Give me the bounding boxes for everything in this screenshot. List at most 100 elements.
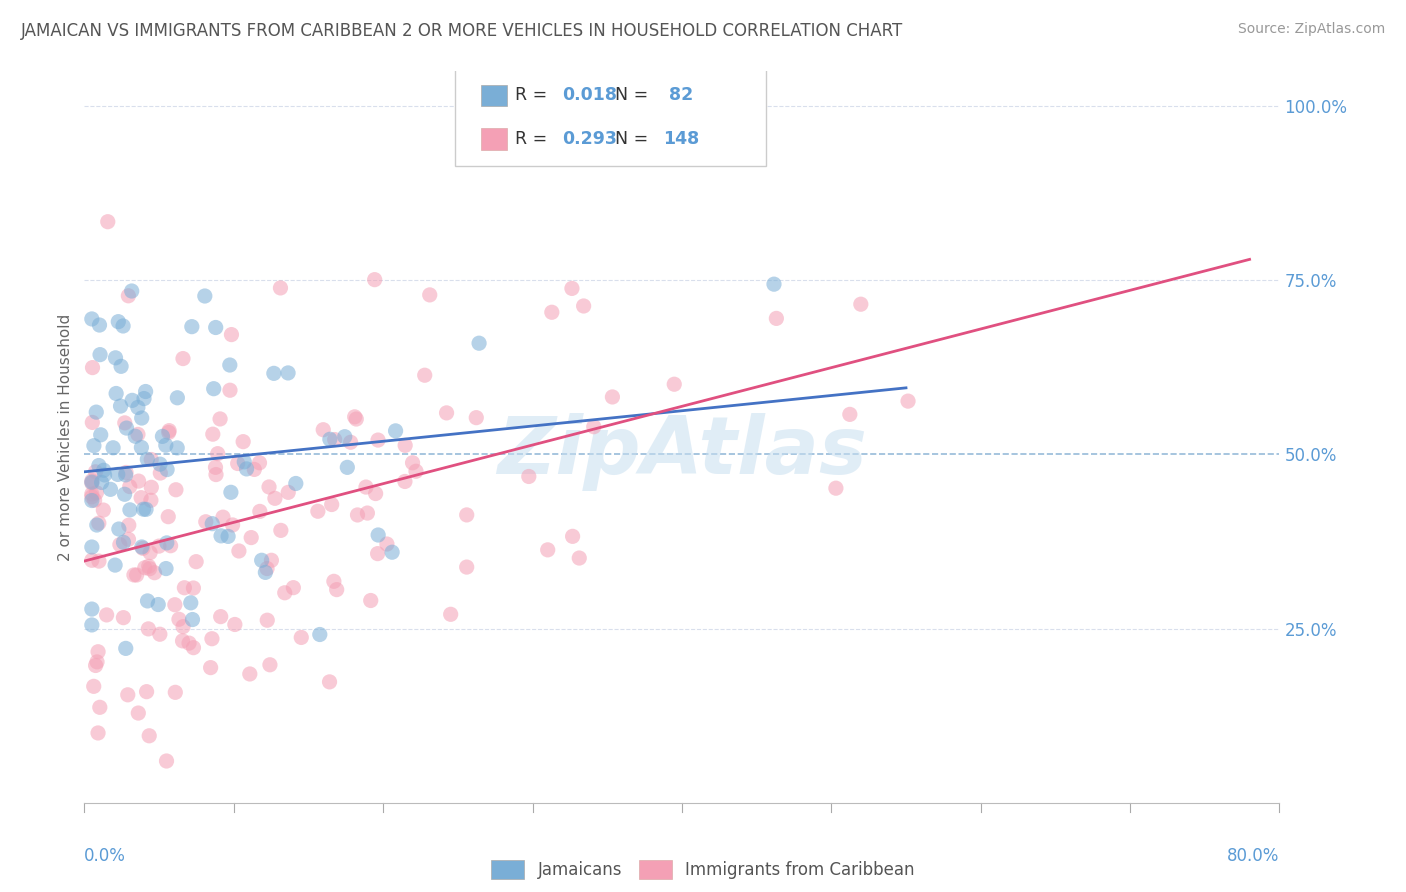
Point	[143, 566, 166, 580]
Point	[108, 522, 131, 536]
Point	[221, 327, 243, 342]
Point	[131, 441, 153, 455]
Point	[194, 515, 217, 529]
FancyBboxPatch shape	[481, 85, 508, 106]
Text: 80.0%: 80.0%	[1227, 847, 1279, 864]
Point	[165, 483, 187, 497]
Point	[131, 411, 153, 425]
Point	[762, 277, 785, 292]
Y-axis label: 2 or more Vehicles in Household: 2 or more Vehicles in Household	[58, 313, 73, 561]
Point	[354, 480, 377, 494]
Point	[138, 562, 160, 576]
Point	[284, 476, 307, 491]
Point	[118, 518, 141, 533]
Point	[105, 386, 128, 401]
Point	[344, 412, 367, 426]
Point	[465, 410, 488, 425]
Point	[149, 457, 172, 471]
Point	[83, 493, 105, 508]
Point	[139, 546, 162, 560]
Point	[124, 429, 146, 443]
Point	[84, 465, 107, 479]
Text: Source: ZipAtlas.com: Source: ZipAtlas.com	[1237, 22, 1385, 37]
Point	[141, 452, 163, 467]
Point	[131, 540, 153, 554]
Point	[218, 358, 240, 372]
Point	[157, 509, 180, 524]
Point	[80, 476, 103, 491]
Point	[114, 467, 136, 482]
Point	[100, 483, 122, 497]
Point	[132, 541, 155, 556]
Point	[219, 383, 242, 397]
Point	[80, 618, 103, 632]
Point	[456, 508, 478, 522]
Point	[114, 487, 136, 501]
Point	[115, 421, 138, 435]
Point	[212, 510, 235, 524]
Point	[118, 479, 141, 493]
Point	[121, 393, 143, 408]
Point	[274, 586, 297, 600]
Point	[540, 305, 562, 319]
Point	[283, 581, 305, 595]
Point	[90, 427, 112, 442]
Point	[157, 424, 180, 438]
Point	[249, 456, 271, 470]
Point	[110, 399, 132, 413]
Point	[117, 688, 139, 702]
Legend: Jamaicans, Immigrants from Caribbean: Jamaicans, Immigrants from Caribbean	[491, 860, 915, 880]
Point	[149, 627, 172, 641]
Point	[336, 460, 359, 475]
Point	[209, 412, 232, 426]
Point	[250, 553, 273, 567]
Point	[101, 441, 124, 455]
Point	[838, 408, 860, 422]
Point	[93, 463, 115, 477]
Point	[117, 533, 139, 547]
Point	[256, 561, 278, 575]
Point	[572, 299, 595, 313]
Text: N =: N =	[614, 129, 654, 148]
Point	[89, 348, 111, 362]
Point	[166, 441, 188, 455]
Point	[180, 596, 202, 610]
Point	[343, 409, 366, 424]
Point	[166, 391, 188, 405]
Point	[537, 542, 560, 557]
Point	[80, 540, 103, 554]
Point	[136, 452, 159, 467]
Point	[264, 491, 287, 506]
Point	[148, 539, 170, 553]
Point	[80, 487, 103, 501]
Point	[156, 462, 179, 476]
Point	[87, 516, 110, 530]
Point	[177, 636, 200, 650]
Point	[224, 617, 246, 632]
Point	[107, 467, 129, 482]
Point	[135, 684, 157, 698]
Point	[367, 528, 389, 542]
Point	[172, 633, 194, 648]
Point	[122, 568, 145, 582]
Point	[127, 427, 149, 442]
Point	[259, 657, 281, 672]
Point	[394, 475, 416, 489]
Point	[82, 416, 104, 430]
Point	[112, 318, 135, 333]
Point	[325, 582, 347, 597]
Point	[825, 481, 848, 495]
Point	[114, 416, 136, 430]
Point	[205, 467, 228, 482]
Point	[217, 529, 239, 543]
Point	[180, 319, 202, 334]
Point	[458, 113, 481, 128]
Point	[108, 538, 131, 552]
Point	[80, 493, 103, 508]
Point	[375, 537, 398, 551]
Point	[136, 594, 159, 608]
Point	[138, 559, 160, 574]
Point	[568, 551, 591, 566]
Point	[233, 455, 256, 469]
Point	[209, 529, 232, 543]
